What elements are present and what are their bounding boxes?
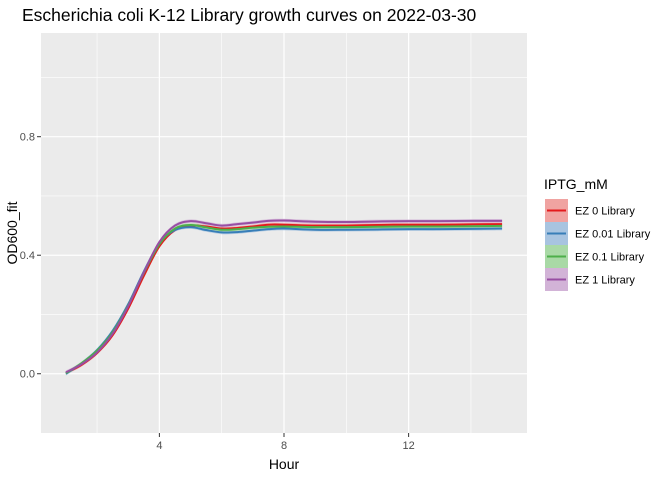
legend-label: EZ 1 Library <box>575 275 635 287</box>
series-line-3 <box>65 219 503 374</box>
x-axis-title: Hour <box>269 456 300 472</box>
x-tick-label: 8 <box>281 440 287 452</box>
y-axis-title: OD600_fit <box>4 201 20 264</box>
legend-label: EZ 0.1 Library <box>575 252 645 264</box>
legend-title: IPTG_mM <box>544 176 608 192</box>
y-tick-label: 0.4 <box>20 250 35 262</box>
x-tick-label: 12 <box>402 440 414 452</box>
y-tick-label: 0.0 <box>20 369 35 381</box>
y-axis: 0.0 0.4 0.8 <box>20 132 41 381</box>
legend-label: EZ 0 Library <box>575 206 635 218</box>
series-lines <box>65 219 503 375</box>
x-tick-label: 4 <box>156 440 162 452</box>
y-tick-label: 0.8 <box>20 132 35 144</box>
grid-lines <box>41 33 527 433</box>
chart-title: Escherichia coli K-12 Library growth cur… <box>22 5 477 25</box>
legend-label: EZ 0.01 Library <box>575 229 651 241</box>
legend: IPTG_mM EZ 0 Library EZ 0.01 Library EZ 0.… <box>544 176 651 291</box>
x-axis: 4 8 12 <box>156 433 415 452</box>
